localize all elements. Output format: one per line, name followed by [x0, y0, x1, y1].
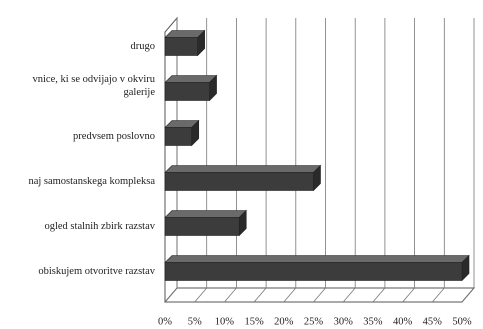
x-tick-label: 30% — [334, 316, 354, 327]
bar — [164, 262, 463, 281]
x-tick-label: 50% — [452, 316, 472, 327]
grid-floor — [313, 287, 326, 303]
bar — [164, 37, 198, 56]
x-tick-label: 45% — [423, 316, 443, 327]
x-tick-label: 40% — [393, 316, 413, 327]
bar — [164, 127, 193, 146]
x-tick-label: 25% — [304, 316, 324, 327]
x-tick-label: 10% — [215, 316, 235, 327]
grid-floor — [402, 287, 415, 303]
x-tick-label: 20% — [274, 316, 294, 327]
grid-floor — [194, 287, 208, 303]
x-tick-label: 15% — [244, 316, 264, 327]
bar-top — [164, 165, 322, 173]
grid-floor — [224, 287, 237, 303]
x-tick-label: 5% — [188, 316, 202, 327]
y-tick-label: obiskujem otvoritve razstav — [38, 266, 155, 277]
y-tick-label: predvsem poslovno — [73, 131, 155, 142]
bar — [164, 172, 314, 191]
y-tick-label: ogled stalnih zbirk razstav — [44, 221, 155, 232]
grid-floor — [342, 287, 356, 303]
bar-top — [164, 75, 218, 83]
grid-floor — [431, 287, 445, 303]
y-tick-label: drugo — [131, 41, 156, 52]
bar — [164, 82, 210, 101]
bar — [164, 217, 240, 236]
bar-top — [164, 255, 470, 263]
grid-floor — [461, 287, 475, 303]
grid-floor — [372, 287, 386, 303]
y-tick-label: naj samostanskega kompleksa — [28, 176, 155, 187]
x-tick-label: 0% — [158, 316, 172, 327]
bar-top — [164, 210, 247, 218]
y-tick-label: vnice, ki se odvijajo v okviru — [33, 74, 156, 85]
y-tick-label: galerije — [124, 87, 156, 98]
x-tick-label: 35% — [363, 316, 383, 327]
grid-floor — [253, 287, 267, 303]
grid-floor — [283, 287, 297, 303]
grid-floor — [164, 287, 178, 303]
